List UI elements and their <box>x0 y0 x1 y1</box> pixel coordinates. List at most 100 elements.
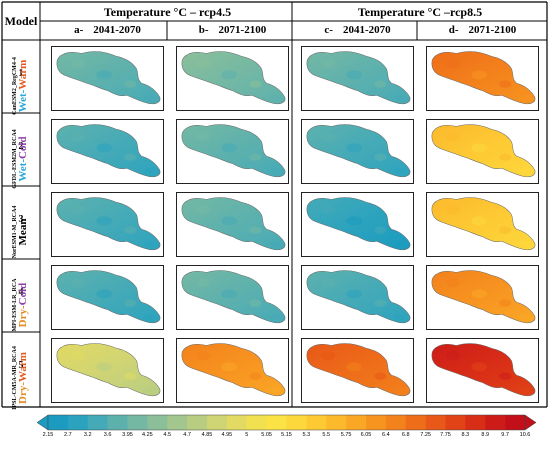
column-letter: a- <box>74 24 84 36</box>
temperature-patch <box>196 351 211 361</box>
map-panel <box>301 192 414 257</box>
basin-map <box>181 270 286 324</box>
basin-map <box>431 197 536 251</box>
temperature-patch <box>196 278 211 288</box>
temperature-patch <box>499 372 512 380</box>
colorbar-high-arrow <box>524 414 537 431</box>
map-panel <box>51 338 164 403</box>
temperature-patch <box>71 351 86 361</box>
basin-map <box>181 343 286 397</box>
temperature-patch <box>144 314 155 320</box>
colorbar-bin <box>207 415 228 430</box>
temperature-patch <box>446 205 461 215</box>
basin-map <box>306 51 411 105</box>
temperature-patch <box>124 153 137 161</box>
temperature-patch <box>221 362 237 372</box>
row-number: 1 <box>18 68 24 79</box>
colorbar-tick-label: 8.9 <box>481 432 490 438</box>
basin-map <box>306 124 411 178</box>
column-period: 2041-2070 <box>342 24 391 36</box>
map-panel <box>51 192 164 257</box>
basin-map <box>431 270 536 324</box>
map-panel <box>426 119 539 184</box>
colorbar-bin <box>246 415 267 430</box>
temperature-patch <box>346 143 362 153</box>
column-letter: b- <box>198 24 209 36</box>
colorbar-bin <box>385 415 407 430</box>
colorbar-tick-label: 8.3 <box>461 432 470 438</box>
temperature-patch <box>96 289 112 299</box>
temperature-patch <box>519 387 530 393</box>
temperature-patch <box>446 59 461 69</box>
colorbar-tick-label: 4.7 <box>183 432 191 438</box>
colorbar-tick-label: 5.05 <box>261 432 272 438</box>
colorbar-bin <box>366 415 387 430</box>
temperature-patch <box>249 80 262 88</box>
colorbar-tick-label: 4.95 <box>221 432 233 438</box>
temperature-patch <box>96 362 112 372</box>
colorbar-tick-label: 6.8 <box>401 432 410 438</box>
basin-map <box>181 124 286 178</box>
basin-map <box>431 343 536 397</box>
temperature-patch <box>394 168 405 174</box>
temperature-patch <box>321 351 336 361</box>
colorbar-bin <box>346 415 367 430</box>
row-label-2: 2 GFDL-ESM2M_RCA4 Wet-Cold <box>6 115 36 188</box>
basin-map <box>56 197 161 251</box>
map-panel <box>301 46 414 111</box>
map-panel <box>176 338 289 403</box>
temperature-patch <box>394 95 405 101</box>
temperature-patch <box>321 205 336 215</box>
colorbar-bin <box>187 415 208 430</box>
temperature-patch <box>394 314 405 320</box>
colorbar-tick-label: 5.15 <box>281 432 292 438</box>
basin-map <box>181 197 286 251</box>
colorbar-bin <box>87 415 108 430</box>
colorbar-tick-label: 3.6 <box>103 432 112 438</box>
column-letter: d- <box>448 24 459 36</box>
colorbar-bin <box>107 415 128 430</box>
basin-map <box>306 197 411 251</box>
temperature-patch <box>221 70 237 80</box>
basin-map <box>56 124 161 178</box>
temperature-patch <box>346 70 362 80</box>
temperature-patch <box>124 80 137 88</box>
colorbar-tick-label: 4.85 <box>201 432 213 438</box>
map-panel <box>301 119 414 184</box>
map-panel <box>176 192 289 257</box>
map-panel <box>301 265 414 330</box>
temperature-patch <box>374 299 387 307</box>
temperature-patch <box>96 70 112 80</box>
temperature-patch <box>374 153 387 161</box>
temperature-patch <box>321 59 336 69</box>
map-panel <box>176 265 289 330</box>
map-panel <box>426 265 539 330</box>
colorbar-tick-label: 3.2 <box>83 432 92 438</box>
colorbar-bin <box>425 415 446 430</box>
colorbar-frame <box>47 414 526 431</box>
colorbar-tick-label: 4.25 <box>142 432 153 438</box>
column-header-4: d- 2071-2100 <box>420 24 545 36</box>
basin-map <box>306 270 411 324</box>
temperature-patch <box>249 299 262 307</box>
colorbar-tick-label: 5 <box>245 432 249 438</box>
temperature-patch <box>221 216 237 226</box>
temperature-patch <box>346 216 362 226</box>
colorbar-bin <box>326 415 347 430</box>
temperature-patch <box>144 387 155 393</box>
colorbar-bin <box>226 415 248 430</box>
map-panel <box>426 338 539 403</box>
temperature-patch <box>471 143 487 153</box>
row-number: 5 <box>18 360 24 371</box>
column-header-2: b- 2071-2100 <box>170 24 295 36</box>
temperature-patch <box>374 80 387 88</box>
temperature-patch <box>499 80 512 88</box>
basin-map <box>181 51 286 105</box>
colorbar-bin <box>505 415 526 430</box>
row-label-4: 4 MPI-ESM-LR_RCA Dry-Cold <box>6 261 36 334</box>
colorbar-low-arrow <box>36 414 49 431</box>
temperature-patch <box>144 168 155 174</box>
row-label-1: 1 CanESM2_RegCM4-4 Wet-Warm <box>6 42 36 115</box>
model-header: Model <box>4 14 38 28</box>
